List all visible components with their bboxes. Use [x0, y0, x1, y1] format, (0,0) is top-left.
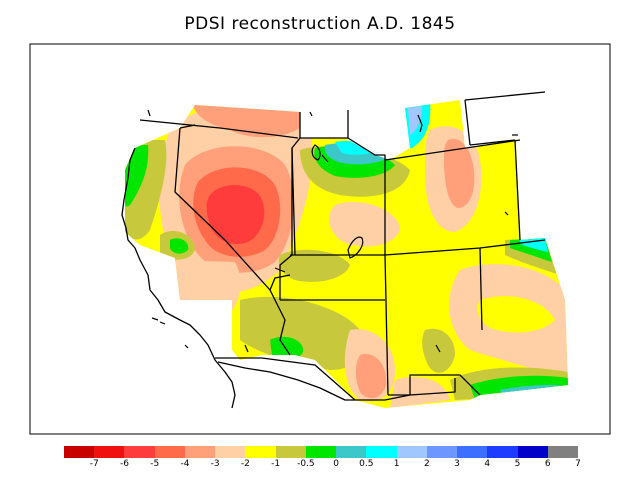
colorbar-swatch	[305, 446, 337, 458]
great-salt-lake	[347, 236, 364, 259]
colorbar-swatch	[245, 446, 276, 458]
colorbar-tick-label: 1	[393, 459, 400, 469]
mt-lake	[309, 111, 313, 117]
lakes	[147, 109, 518, 353]
nm-olive	[422, 328, 455, 373]
wa-island	[147, 109, 151, 117]
yellowstone-lake	[311, 144, 321, 161]
colorbar-tick-label: -4	[180, 459, 190, 469]
ne-salmon	[444, 139, 475, 208]
colorbar-tick-label: 0	[333, 459, 339, 469]
salton-sea	[244, 344, 249, 353]
colorbar-swatch	[94, 446, 125, 458]
colorbar-swatch	[396, 446, 427, 458]
nv-az-border	[269, 274, 291, 291]
colorbar-swatch	[547, 446, 578, 458]
colorbar-swatch	[154, 446, 185, 458]
channel-island-1	[151, 317, 159, 321]
dakota-border	[469, 139, 516, 146]
colorbar-swatch	[426, 446, 458, 458]
mt-north	[179, 124, 196, 129]
nm-east-border	[479, 247, 483, 331]
colorbar-tick-label: -3	[210, 459, 220, 469]
colorbar-tick-label: -2	[240, 459, 250, 469]
colorbar-swatch	[457, 446, 488, 458]
colorbar-swatch	[487, 446, 518, 458]
map-title: PDSI reconstruction A.D. 1845	[184, 14, 456, 34]
border-mexico	[215, 357, 456, 401]
colorbar-swatch	[366, 446, 397, 458]
lake-sd	[504, 211, 509, 216]
se-yellow-inner	[477, 296, 555, 333]
colorbar-tick-label: -1	[271, 459, 281, 469]
ut-olive	[278, 249, 350, 282]
az-salmon-south	[355, 354, 387, 399]
elephant-butte	[435, 344, 441, 353]
id-west-border	[291, 112, 301, 256]
colorbar-swatch	[184, 446, 216, 458]
colorbar-tick-label: -6	[119, 459, 129, 469]
colorbar-tick-label: 6	[544, 459, 551, 469]
colorbar-swatch	[215, 446, 246, 458]
co-east-border	[514, 139, 521, 241]
colorbar-swatch	[124, 446, 155, 458]
wy-border-north	[347, 137, 386, 255]
ut-peach	[328, 201, 400, 247]
ne-border	[464, 99, 471, 146]
colorbar-tick-label: 5	[514, 459, 521, 469]
canada-border	[464, 91, 546, 101]
nm-tx-border	[388, 374, 481, 396]
nv-ut-border	[279, 148, 293, 300]
colorbar-tick-label: 2	[423, 459, 430, 469]
az-green	[270, 336, 304, 360]
colorbar-ticks: -7 -6 -5 -4 -3 -2 -1 -0.5 0 0.5 1 2 3 4 5 6 7	[64, 459, 581, 473]
colorbar	[64, 446, 578, 458]
nm-peach	[390, 376, 450, 408]
colorbar-swatch	[336, 446, 367, 458]
colorbar-tick-label: 3	[454, 459, 460, 469]
map-frame	[29, 43, 611, 435]
coastline	[121, 147, 236, 409]
mt-light-blue	[408, 106, 422, 135]
sw-peach	[170, 260, 241, 310]
pdsi-field	[125, 100, 568, 408]
or-id-border	[139, 119, 299, 139]
channel-island-2	[159, 321, 166, 325]
id-mt-border	[300, 110, 349, 139]
az-olive	[240, 296, 364, 370]
mt-wy-border	[384, 139, 521, 161]
channel-island-3	[184, 344, 189, 349]
colorbar-swatch	[64, 446, 95, 458]
lake-mead	[274, 267, 286, 273]
flathead-lake	[417, 114, 423, 133]
nv-red-core	[206, 184, 265, 245]
colorbar-tick-label: -7	[89, 459, 99, 469]
colorbar-swatch	[275, 446, 306, 458]
colorbar-tick-label: 0.5	[359, 459, 374, 469]
colorbar-swatch	[517, 446, 548, 458]
ne-cyan	[520, 238, 548, 252]
colorbar-tick-label: -0.5	[297, 459, 315, 469]
bear-lake	[321, 154, 329, 163]
colorbar-tick-label: 7	[575, 459, 581, 469]
south-cal-green	[170, 238, 189, 254]
boundaries	[121, 91, 546, 409]
colorbar-tick-label: -5	[150, 459, 160, 469]
colorbar-tick-label: 4	[484, 459, 491, 469]
baja-coast	[217, 361, 355, 401]
